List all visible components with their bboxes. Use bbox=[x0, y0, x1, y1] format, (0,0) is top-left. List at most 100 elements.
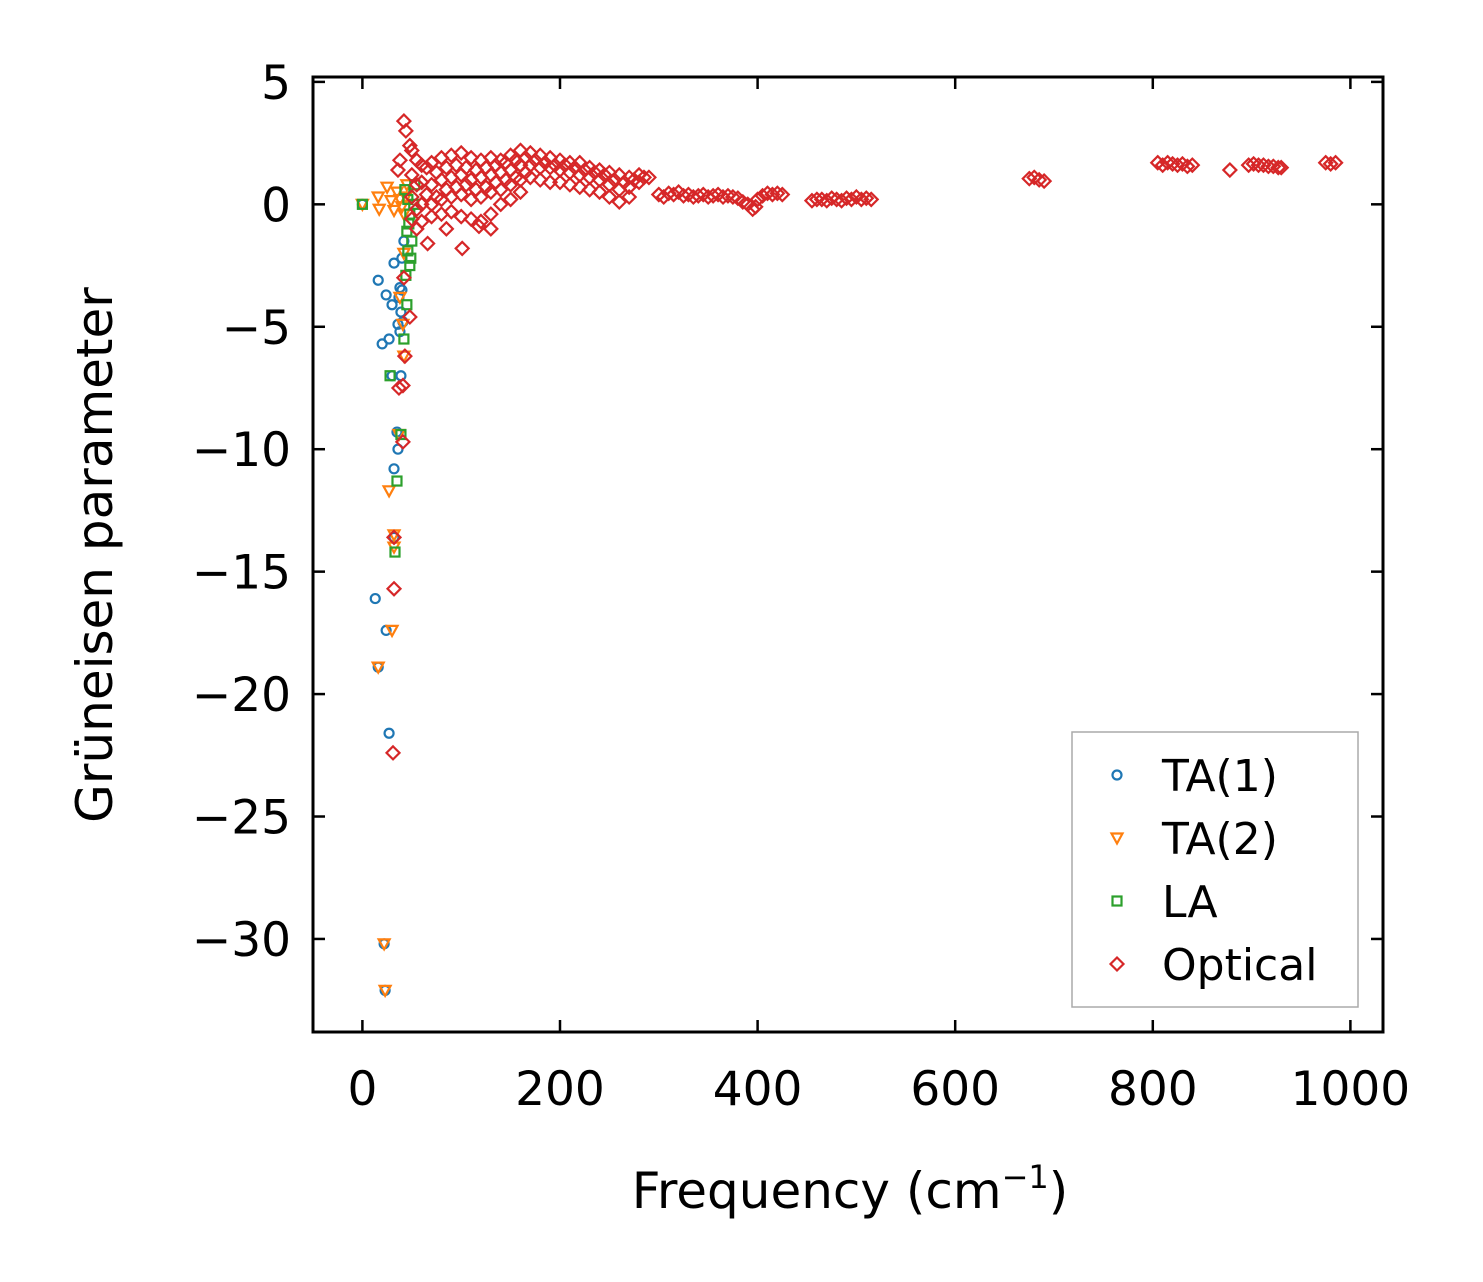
axis-ticks: 0 200 400 600 800 1000 5 0 −5 −10 −15 −20 −25 −30 bbox=[192, 56, 1410, 1117]
y-tick-label: −15 bbox=[192, 546, 291, 601]
data-point bbox=[453, 186, 470, 203]
diamond-marker-icon bbox=[1108, 955, 1126, 973]
data-point bbox=[394, 377, 411, 394]
data-point bbox=[423, 154, 440, 171]
data-point bbox=[383, 727, 395, 739]
data-point bbox=[356, 198, 368, 210]
data-point bbox=[438, 220, 455, 237]
data-point bbox=[774, 186, 791, 203]
y-tick-label: 5 bbox=[261, 56, 291, 111]
data-point bbox=[601, 188, 618, 206]
data-point bbox=[724, 188, 741, 206]
data-point bbox=[561, 176, 578, 193]
data-point bbox=[512, 184, 529, 201]
data-point bbox=[401, 299, 413, 311]
data-point bbox=[384, 370, 396, 382]
data-point bbox=[1273, 159, 1290, 176]
data-point bbox=[1179, 158, 1196, 175]
data-point bbox=[1021, 170, 1038, 187]
data-point bbox=[403, 142, 420, 159]
data-point bbox=[749, 191, 766, 208]
legend-label: LA bbox=[1162, 877, 1218, 928]
data-point bbox=[458, 159, 475, 176]
data-point bbox=[403, 188, 420, 206]
data-point bbox=[640, 169, 657, 186]
data-point bbox=[419, 235, 436, 252]
data-point bbox=[376, 938, 392, 952]
data-point bbox=[406, 235, 418, 247]
x-axis-label: Frequency (cm−1) bbox=[632, 1158, 1069, 1220]
data-point bbox=[482, 206, 499, 223]
series-ta-2- bbox=[355, 179, 415, 999]
y-tick-label: −5 bbox=[222, 301, 291, 356]
data-point bbox=[453, 144, 470, 161]
data-point bbox=[396, 348, 413, 365]
data-point bbox=[390, 379, 408, 397]
data-point bbox=[630, 174, 648, 191]
square-marker-icon bbox=[1111, 895, 1123, 907]
data-point bbox=[413, 174, 430, 191]
data-point bbox=[453, 208, 470, 225]
data-marks bbox=[355, 113, 1344, 999]
data-point bbox=[472, 188, 490, 206]
series-optical bbox=[384, 113, 1344, 761]
data-point bbox=[1184, 157, 1201, 174]
data-point bbox=[392, 291, 408, 306]
x-tick-label: 200 bbox=[515, 1062, 605, 1117]
data-point bbox=[405, 252, 417, 264]
data-point bbox=[1260, 158, 1277, 175]
y-tick-label: −25 bbox=[192, 791, 291, 846]
data-point bbox=[1036, 173, 1053, 190]
data-point bbox=[370, 191, 386, 205]
data-point bbox=[403, 166, 420, 184]
data-point bbox=[398, 333, 410, 345]
data-point bbox=[492, 181, 509, 198]
data-point bbox=[384, 624, 400, 639]
data-point bbox=[690, 187, 707, 204]
data-point bbox=[823, 190, 840, 207]
data-point bbox=[458, 176, 475, 193]
data-point bbox=[384, 744, 402, 761]
data-point bbox=[1221, 161, 1238, 179]
data-point bbox=[1245, 155, 1262, 172]
data-point bbox=[369, 592, 381, 605]
data-point bbox=[380, 289, 392, 301]
triangle-down-marker-icon bbox=[1109, 832, 1125, 846]
data-point bbox=[675, 187, 692, 204]
legend-item: LA bbox=[1111, 877, 1218, 928]
data-point bbox=[386, 299, 398, 311]
legend-label: Optical bbox=[1162, 940, 1317, 991]
data-point bbox=[389, 161, 407, 179]
data-point bbox=[705, 187, 722, 204]
data-point bbox=[394, 201, 410, 215]
data-point bbox=[1327, 154, 1344, 171]
data-point bbox=[401, 137, 418, 154]
y-axis-label: Grüneisen parameter bbox=[66, 287, 124, 823]
data-point bbox=[1322, 155, 1339, 172]
data-point bbox=[1169, 157, 1186, 174]
data-point bbox=[863, 191, 880, 208]
data-point bbox=[1250, 157, 1267, 174]
data-point bbox=[448, 157, 465, 174]
data-point bbox=[372, 274, 384, 286]
data-point bbox=[665, 186, 682, 203]
data-point bbox=[371, 203, 387, 218]
data-point bbox=[377, 984, 393, 999]
data-point bbox=[551, 174, 569, 191]
legend-label: TA(1) bbox=[1161, 751, 1278, 802]
data-point bbox=[397, 122, 414, 139]
data-point bbox=[808, 191, 825, 208]
x-tick-label: 800 bbox=[1108, 1062, 1198, 1117]
data-point bbox=[401, 308, 418, 326]
data-point bbox=[472, 213, 490, 230]
data-point bbox=[1031, 171, 1048, 188]
y-tick-label: −10 bbox=[192, 423, 291, 478]
data-point bbox=[463, 210, 480, 228]
data-point bbox=[463, 149, 480, 166]
x-tick-label: 1000 bbox=[1291, 1062, 1411, 1117]
legend-label: TA(2) bbox=[1161, 814, 1278, 865]
data-point bbox=[379, 181, 395, 195]
y-tick-label: 0 bbox=[261, 178, 291, 233]
data-point bbox=[769, 185, 786, 202]
data-point bbox=[385, 580, 403, 597]
